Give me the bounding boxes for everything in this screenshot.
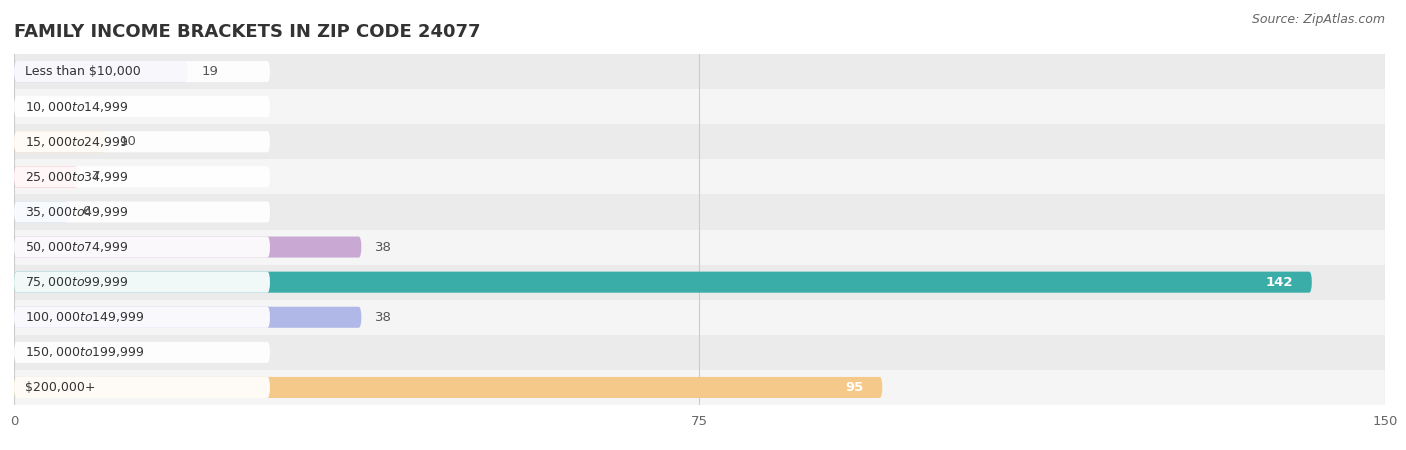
FancyBboxPatch shape	[14, 61, 188, 82]
FancyBboxPatch shape	[14, 131, 270, 152]
FancyBboxPatch shape	[14, 272, 1312, 292]
Text: FAMILY INCOME BRACKETS IN ZIP CODE 24077: FAMILY INCOME BRACKETS IN ZIP CODE 24077	[14, 23, 481, 41]
Text: $50,000 to $74,999: $50,000 to $74,999	[25, 240, 128, 254]
Text: $10,000 to $14,999: $10,000 to $14,999	[25, 99, 128, 114]
FancyBboxPatch shape	[14, 237, 270, 257]
Bar	[14, 335, 1385, 370]
Text: 142: 142	[1265, 276, 1294, 288]
Text: 6: 6	[83, 206, 91, 218]
Text: 10: 10	[120, 135, 136, 148]
FancyBboxPatch shape	[14, 96, 270, 117]
Bar	[14, 124, 1385, 159]
FancyBboxPatch shape	[14, 307, 270, 328]
Bar	[14, 265, 1385, 300]
Bar	[14, 89, 1385, 124]
Text: $200,000+: $200,000+	[25, 381, 96, 394]
Text: $35,000 to $49,999: $35,000 to $49,999	[25, 205, 128, 219]
Text: 19: 19	[201, 65, 218, 78]
FancyBboxPatch shape	[14, 202, 270, 222]
Text: Source: ZipAtlas.com: Source: ZipAtlas.com	[1251, 14, 1385, 27]
Text: 95: 95	[846, 381, 863, 394]
FancyBboxPatch shape	[14, 377, 883, 398]
Text: Less than $10,000: Less than $10,000	[25, 65, 141, 78]
FancyBboxPatch shape	[14, 202, 69, 222]
FancyBboxPatch shape	[14, 61, 270, 82]
Text: 38: 38	[375, 311, 392, 324]
FancyBboxPatch shape	[14, 272, 270, 292]
Bar	[14, 300, 1385, 335]
Text: $100,000 to $149,999: $100,000 to $149,999	[25, 310, 145, 324]
Bar	[14, 54, 1385, 89]
FancyBboxPatch shape	[14, 237, 361, 257]
Text: $25,000 to $34,999: $25,000 to $34,999	[25, 170, 128, 184]
Bar	[14, 230, 1385, 265]
FancyBboxPatch shape	[14, 166, 270, 187]
FancyBboxPatch shape	[14, 166, 79, 187]
Text: 38: 38	[375, 241, 392, 253]
Text: $75,000 to $99,999: $75,000 to $99,999	[25, 275, 128, 289]
Bar	[14, 194, 1385, 230]
FancyBboxPatch shape	[14, 342, 270, 363]
Text: $15,000 to $24,999: $15,000 to $24,999	[25, 135, 128, 149]
Text: 7: 7	[91, 171, 100, 183]
Bar	[14, 370, 1385, 405]
FancyBboxPatch shape	[14, 377, 270, 398]
Text: $150,000 to $199,999: $150,000 to $199,999	[25, 345, 145, 360]
FancyBboxPatch shape	[14, 131, 105, 152]
Bar	[14, 159, 1385, 194]
FancyBboxPatch shape	[14, 307, 361, 328]
